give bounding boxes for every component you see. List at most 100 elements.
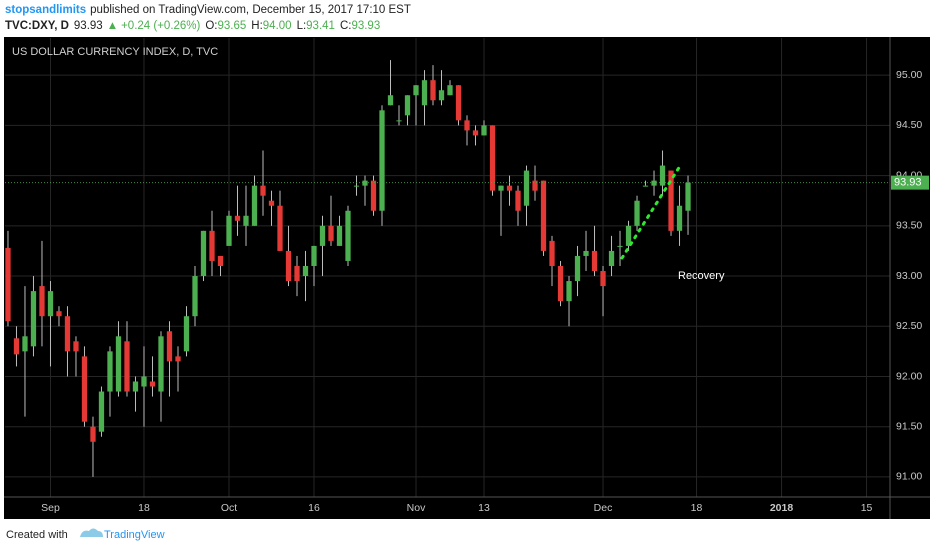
y-tick-label: 91.50 xyxy=(896,420,922,432)
legend-line: TVC:DXY, D 93.93 ▲ +0.24 (+0.26%) O:93.65 H:9… xyxy=(5,20,380,32)
candle-body xyxy=(532,180,538,191)
arrow: ▲ xyxy=(107,20,118,32)
candle-body xyxy=(464,120,470,131)
candle-body xyxy=(634,200,640,226)
y-tick-label: 95.00 xyxy=(896,69,922,81)
candle-body xyxy=(294,265,300,282)
candle-body xyxy=(5,247,11,322)
candle-body xyxy=(115,336,122,392)
candle-body xyxy=(39,286,45,317)
y-tick-label: 91.00 xyxy=(896,471,922,483)
candle-body xyxy=(200,230,207,277)
candle-body xyxy=(668,170,674,231)
chart-bg xyxy=(4,37,930,519)
candle-body xyxy=(268,200,275,206)
candle-body xyxy=(523,170,530,206)
candle-body xyxy=(498,185,504,191)
x-tick-label: 13 xyxy=(478,502,490,514)
candle-body xyxy=(642,185,649,187)
y-tick-label: 94.50 xyxy=(896,119,922,131)
last: 93.93 xyxy=(74,20,103,32)
candle-body xyxy=(149,381,156,387)
x-tick-label: Oct xyxy=(221,502,237,514)
candle-body xyxy=(175,356,181,362)
candle-body xyxy=(574,255,581,282)
candle-body xyxy=(540,180,547,251)
candle-body xyxy=(591,250,598,272)
candle-body xyxy=(370,180,377,211)
change: +0.24 (+0.26%) xyxy=(121,20,200,32)
candle-body xyxy=(285,250,292,282)
ohlc-label: H: xyxy=(251,20,263,32)
y-tick-label: 93.50 xyxy=(896,220,922,232)
candle-body xyxy=(251,185,258,226)
x-tick-label: Sep xyxy=(41,502,60,514)
candle-body xyxy=(447,85,453,96)
footer-text: Created with xyxy=(6,529,68,541)
candle-body xyxy=(132,381,139,392)
candle-body xyxy=(438,90,445,101)
candle-body xyxy=(506,185,513,191)
candle-body xyxy=(183,316,190,352)
candle-body xyxy=(583,250,589,256)
candle-body xyxy=(311,245,317,266)
candle-body xyxy=(413,85,419,96)
candle-body xyxy=(625,225,632,246)
ohlc-label: O: xyxy=(205,20,217,32)
candle-body xyxy=(226,215,232,246)
candle-body xyxy=(685,182,691,211)
candle-body xyxy=(124,341,130,392)
candles: 93.93 xyxy=(5,60,929,477)
candle-body xyxy=(421,80,428,106)
candle-body xyxy=(430,80,436,101)
ohlc-value: 93.65 xyxy=(218,20,247,32)
candle-body xyxy=(217,255,224,266)
footer-brand[interactable]: TradingView xyxy=(104,529,165,541)
candle-body xyxy=(481,125,487,136)
chart-title: US DOLLAR CURRENCY INDEX, D, TVC xyxy=(12,46,218,58)
candle-body xyxy=(56,311,62,317)
candle-body xyxy=(302,265,309,277)
candle-body xyxy=(379,110,385,211)
ohlc-label: C: xyxy=(340,20,352,32)
candle-body xyxy=(353,185,360,187)
publish-line: stopsandlimits published on TradingView.c… xyxy=(5,4,411,16)
last-price-box xyxy=(891,175,929,190)
ohlc-label: L: xyxy=(297,20,307,32)
author[interactable]: stopsandlimits xyxy=(5,4,86,16)
candle-body xyxy=(566,281,572,302)
ohlc-value: 93.41 xyxy=(306,20,335,32)
candle-body xyxy=(22,336,28,352)
candle-body xyxy=(319,225,326,246)
candle-body xyxy=(608,250,615,266)
y-tick-label: 92.00 xyxy=(896,370,922,382)
x-tick-label: 18 xyxy=(691,502,703,514)
candle-body xyxy=(47,291,54,317)
candle-body xyxy=(659,165,666,186)
candle-body xyxy=(472,130,479,136)
candle-body xyxy=(336,225,343,246)
candle-body xyxy=(64,316,71,352)
last-price-label: 93.93 xyxy=(894,177,922,189)
published: published on TradingView.com, December 1… xyxy=(90,4,411,16)
candle-body xyxy=(141,376,147,387)
candle-body xyxy=(617,245,623,247)
candle-body xyxy=(158,336,164,392)
ohlc-value: 94.00 xyxy=(263,20,292,32)
y-tick-label: 93.00 xyxy=(896,270,922,282)
candle-body xyxy=(166,331,173,362)
y-tick-label: 92.50 xyxy=(896,320,922,332)
candle-body xyxy=(192,276,198,317)
ohlc-value: 93.93 xyxy=(351,20,380,32)
symbol: TVC:DXY, D xyxy=(5,20,69,32)
candle-body xyxy=(396,120,402,122)
x-tick-label: Nov xyxy=(407,502,426,514)
candle-body xyxy=(455,85,462,121)
candle-body xyxy=(13,338,20,355)
candle-body xyxy=(557,265,564,302)
candle-body xyxy=(600,271,606,287)
candle-body xyxy=(98,391,105,432)
logo xyxy=(80,528,103,537)
